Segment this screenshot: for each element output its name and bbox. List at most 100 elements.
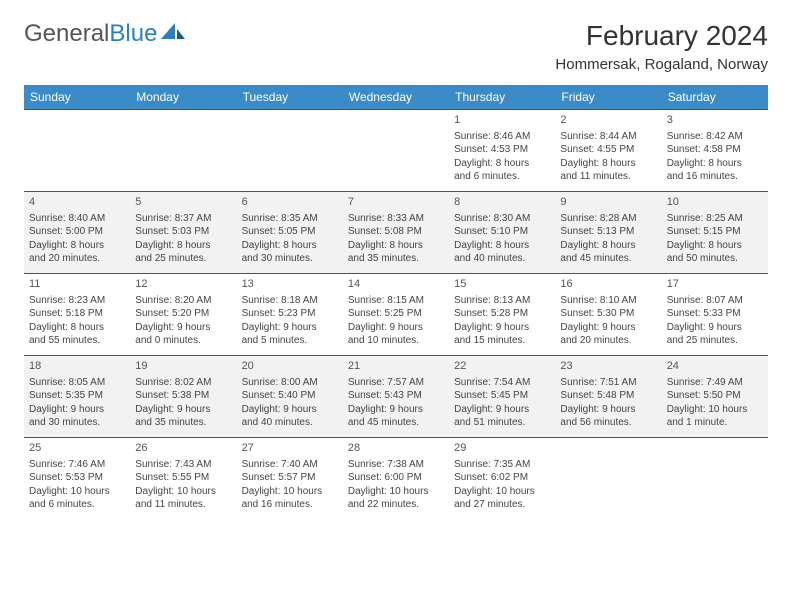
sunrise-text: Sunrise: 8:20 AM [135,294,231,308]
sunrise-text: Sunrise: 7:49 AM [667,376,763,390]
daylight-text: Daylight: 10 hours [348,485,444,499]
day-number: 16 [560,277,656,292]
daylight-text: Daylight: 8 hours [560,157,656,171]
daylight-text-2: and 27 minutes. [454,498,550,512]
daylight-text: Daylight: 9 hours [560,321,656,335]
daylight-text: Daylight: 8 hours [242,239,338,253]
daylight-text-2: and 15 minutes. [454,334,550,348]
day-header-row: Sunday Monday Tuesday Wednesday Thursday… [24,85,768,110]
sunset-text: Sunset: 5:08 PM [348,225,444,239]
daylight-text: Daylight: 8 hours [560,239,656,253]
daylight-text-2: and 35 minutes. [348,252,444,266]
daylight-text: Daylight: 9 hours [348,403,444,417]
sunset-text: Sunset: 5:33 PM [667,307,763,321]
sunset-text: Sunset: 5:00 PM [29,225,125,239]
sunrise-text: Sunrise: 8:10 AM [560,294,656,308]
sunrise-text: Sunrise: 8:18 AM [242,294,338,308]
sunrise-text: Sunrise: 7:51 AM [560,376,656,390]
sunset-text: Sunset: 5:50 PM [667,389,763,403]
sunset-text: Sunset: 5:48 PM [560,389,656,403]
day-number: 9 [560,195,656,210]
day-number: 2 [560,113,656,128]
sunrise-text: Sunrise: 8:05 AM [29,376,125,390]
calendar-row: 1Sunrise: 8:46 AMSunset: 4:53 PMDaylight… [24,110,768,192]
daylight-text: Daylight: 9 hours [242,321,338,335]
daylight-text-2: and 50 minutes. [667,252,763,266]
daylight-text: Daylight: 8 hours [29,321,125,335]
daylight-text-2: and 10 minutes. [348,334,444,348]
calendar-body: 1Sunrise: 8:46 AMSunset: 4:53 PMDaylight… [24,110,768,520]
calendar-cell: 24Sunrise: 7:49 AMSunset: 5:50 PMDayligh… [662,356,768,438]
calendar-cell: 12Sunrise: 8:20 AMSunset: 5:20 PMDayligh… [130,274,236,356]
calendar-cell: 3Sunrise: 8:42 AMSunset: 4:58 PMDaylight… [662,110,768,192]
calendar-cell: 27Sunrise: 7:40 AMSunset: 5:57 PMDayligh… [237,438,343,520]
daylight-text: Daylight: 8 hours [454,239,550,253]
sunset-text: Sunset: 5:23 PM [242,307,338,321]
day-number: 29 [454,441,550,456]
header: GeneralBlue February 2024 Hommersak, Rog… [24,20,768,73]
calendar-cell: 2Sunrise: 8:44 AMSunset: 4:55 PMDaylight… [555,110,661,192]
logo-text-2: Blue [109,20,157,48]
sunset-text: Sunset: 5:53 PM [29,471,125,485]
day-number: 27 [242,441,338,456]
daylight-text: Daylight: 9 hours [29,403,125,417]
dayhead-saturday: Saturday [662,85,768,110]
calendar-row: 18Sunrise: 8:05 AMSunset: 5:35 PMDayligh… [24,356,768,438]
daylight-text: Daylight: 9 hours [667,321,763,335]
sunrise-text: Sunrise: 8:02 AM [135,376,231,390]
sunset-text: Sunset: 6:00 PM [348,471,444,485]
calendar-cell [343,110,449,192]
calendar-cell: 5Sunrise: 8:37 AMSunset: 5:03 PMDaylight… [130,192,236,274]
calendar-cell: 8Sunrise: 8:30 AMSunset: 5:10 PMDaylight… [449,192,555,274]
calendar-cell: 13Sunrise: 8:18 AMSunset: 5:23 PMDayligh… [237,274,343,356]
daylight-text-2: and 16 minutes. [242,498,338,512]
calendar-cell [24,110,130,192]
sunrise-text: Sunrise: 8:40 AM [29,212,125,226]
daylight-text-2: and 25 minutes. [667,334,763,348]
dayhead-thursday: Thursday [449,85,555,110]
sunrise-text: Sunrise: 8:25 AM [667,212,763,226]
sunrise-text: Sunrise: 8:37 AM [135,212,231,226]
sunset-text: Sunset: 6:02 PM [454,471,550,485]
sunset-text: Sunset: 5:30 PM [560,307,656,321]
daylight-text-2: and 40 minutes. [242,416,338,430]
daylight-text: Daylight: 10 hours [667,403,763,417]
calendar-cell: 28Sunrise: 7:38 AMSunset: 6:00 PMDayligh… [343,438,449,520]
day-number: 5 [135,195,231,210]
sunset-text: Sunset: 5:03 PM [135,225,231,239]
sunset-text: Sunset: 5:43 PM [348,389,444,403]
daylight-text-2: and 45 minutes. [560,252,656,266]
sunrise-text: Sunrise: 7:35 AM [454,458,550,472]
day-number: 4 [29,195,125,210]
calendar-cell: 9Sunrise: 8:28 AMSunset: 5:13 PMDaylight… [555,192,661,274]
calendar-cell: 14Sunrise: 8:15 AMSunset: 5:25 PMDayligh… [343,274,449,356]
sunrise-text: Sunrise: 8:13 AM [454,294,550,308]
sunset-text: Sunset: 5:28 PM [454,307,550,321]
calendar-cell: 26Sunrise: 7:43 AMSunset: 5:55 PMDayligh… [130,438,236,520]
day-number: 19 [135,359,231,374]
calendar-cell: 4 Sunrise: 8:40 AMSunset: 5:00 PMDaylight… [24,192,130,274]
daylight-text: Daylight: 9 hours [242,403,338,417]
location: Hommersak, Rogaland, Norway [555,56,768,73]
daylight-text: Daylight: 8 hours [29,239,125,253]
daylight-text-2: and 16 minutes. [667,170,763,184]
sunrise-text: Sunrise: 8:46 AM [454,130,550,144]
sunrise-text: Sunrise: 7:54 AM [454,376,550,390]
calendar-cell [662,438,768,520]
daylight-text-2: and 5 minutes. [242,334,338,348]
month-title: February 2024 [555,20,768,52]
sunset-text: Sunset: 5:40 PM [242,389,338,403]
sunrise-text: Sunrise: 8:44 AM [560,130,656,144]
sunrise-text: Sunrise: 8:15 AM [348,294,444,308]
calendar-cell: 15Sunrise: 8:13 AMSunset: 5:28 PMDayligh… [449,274,555,356]
calendar-cell: 6Sunrise: 8:35 AMSunset: 5:05 PMDaylight… [237,192,343,274]
sunset-text: Sunset: 5:35 PM [29,389,125,403]
daylight-text-2: and 6 minutes. [454,170,550,184]
sunset-text: Sunset: 5:18 PM [29,307,125,321]
daylight-text: Daylight: 8 hours [348,239,444,253]
dayhead-friday: Friday [555,85,661,110]
calendar-cell: 21Sunrise: 7:57 AMSunset: 5:43 PMDayligh… [343,356,449,438]
daylight-text-2: and 30 minutes. [29,416,125,430]
calendar-cell: 18Sunrise: 8:05 AMSunset: 5:35 PMDayligh… [24,356,130,438]
calendar-cell: 10Sunrise: 8:25 AMSunset: 5:15 PMDayligh… [662,192,768,274]
